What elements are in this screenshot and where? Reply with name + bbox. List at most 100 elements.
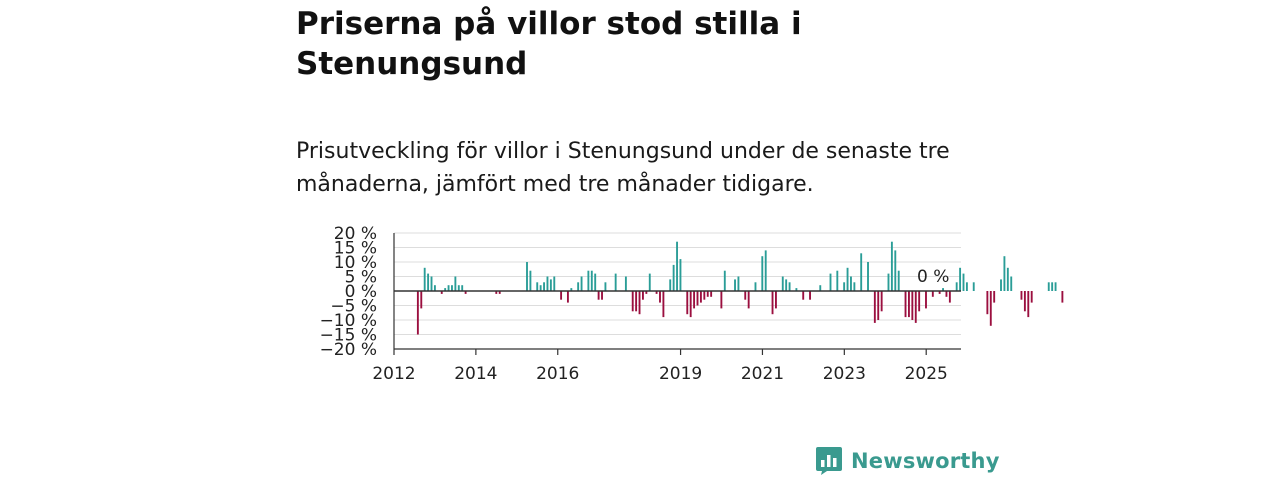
bar-positive: [959, 267, 962, 291]
bar-negative: [1027, 291, 1030, 318]
bar-positive: [444, 288, 447, 291]
bar-positive: [549, 279, 552, 291]
bar-positive: [454, 276, 457, 291]
bar-negative: [931, 291, 934, 297]
bar-negative: [918, 291, 921, 312]
bar-positive: [972, 282, 975, 291]
bar-positive: [427, 273, 430, 291]
bar-positive: [1054, 282, 1057, 291]
bar-positive: [754, 282, 757, 291]
bar-negative: [659, 291, 661, 303]
bar-positive: [546, 276, 549, 291]
bar-positive: [590, 270, 593, 291]
bar-positive: [781, 276, 784, 291]
bar-positive: [737, 276, 740, 291]
bar-positive: [955, 282, 958, 291]
bar-negative: [877, 291, 880, 320]
newsworthy-brand[interactable]: Newsworthy: [815, 445, 1000, 477]
bar-positive: [843, 282, 846, 291]
bar-negative: [689, 291, 692, 318]
bar-negative: [706, 291, 709, 297]
bar-positive: [526, 262, 528, 291]
y-tick-label: 20 %: [334, 224, 377, 244]
bar-negative: [904, 291, 907, 318]
bar-positive: [1047, 282, 1050, 291]
bar-negative: [693, 291, 696, 309]
bars: [416, 241, 1064, 335]
bar-positive: [676, 241, 678, 291]
bar-positive: [461, 285, 464, 291]
bar-positive: [894, 250, 897, 291]
bar-negative: [1030, 291, 1033, 303]
bar-positive: [539, 285, 542, 291]
bar-negative: [601, 291, 603, 300]
bar-positive: [785, 279, 788, 291]
bar-negative: [1023, 291, 1026, 312]
bar-positive: [829, 273, 832, 291]
bar-negative: [1020, 291, 1023, 300]
bar-positive: [860, 253, 863, 291]
bar-negative: [597, 291, 600, 300]
x-tick-label: 2025: [905, 364, 948, 384]
bar-positive: [553, 276, 556, 291]
bar-positive: [761, 256, 764, 291]
y-tick-label: −15 %: [320, 326, 377, 346]
bar-negative: [498, 291, 501, 294]
bar-negative: [560, 291, 563, 300]
bar-negative: [566, 291, 569, 303]
bar-negative: [645, 291, 648, 294]
bar-positive: [594, 273, 597, 291]
y-tick-label: 0 %: [345, 282, 377, 302]
axes: [393, 233, 961, 355]
bar-negative: [993, 291, 996, 303]
bar-negative: [720, 291, 723, 309]
bar-positive: [887, 273, 890, 291]
y-tick-label: 5 %: [345, 268, 377, 288]
bar-positive: [529, 270, 532, 291]
bar-positive: [1006, 267, 1009, 291]
bar-negative: [1061, 291, 1064, 303]
x-tick-label: 2012: [372, 364, 415, 384]
bar-negative: [914, 291, 917, 323]
price-change-bar-chart: 20 %15 %10 %5 %0 %−5 %−10 %−15 %−20 %201…: [320, 224, 1064, 384]
bar-positive: [1051, 282, 1054, 291]
bar-positive: [430, 276, 433, 291]
bar-negative: [771, 291, 774, 315]
bar-positive: [850, 276, 852, 291]
y-tick-label: 15 %: [334, 239, 377, 259]
bar-positive: [669, 279, 672, 291]
bar-positive: [723, 270, 726, 291]
bar-negative: [696, 291, 699, 306]
bar-negative: [699, 291, 702, 303]
bar-negative: [642, 291, 644, 300]
bar-positive: [423, 267, 426, 291]
bar-negative: [655, 291, 658, 294]
bar-negative: [686, 291, 689, 315]
bar-positive: [846, 267, 849, 291]
brand-name: Newsworthy: [851, 449, 1000, 473]
bar-negative: [873, 291, 876, 323]
latest-value-label: 0 %: [917, 267, 949, 287]
y-tick-label: 10 %: [334, 253, 377, 273]
bar-positive: [734, 279, 736, 291]
bar-negative: [948, 291, 951, 303]
x-tick-label: 2021: [741, 364, 784, 384]
bar-positive: [679, 259, 682, 291]
bar-positive: [672, 264, 675, 291]
bar-negative: [986, 291, 989, 315]
bar-negative: [416, 291, 419, 335]
bar-negative: [662, 291, 665, 318]
chart-subtitle: Prisutveckling för villor i Stenungsund …: [296, 139, 950, 197]
chart-title: Priserna på villor stod stilla i Stenung…: [296, 6, 802, 82]
bar-negative: [703, 291, 706, 300]
bar-positive: [897, 270, 900, 291]
bar-negative: [989, 291, 992, 326]
bar-negative: [495, 291, 498, 294]
tick-labels: 20 %15 %10 %5 %0 %−5 %−10 %−15 %−20 %201…: [320, 224, 948, 384]
bar-negative: [744, 291, 747, 300]
bar-positive: [795, 288, 798, 291]
bar-negative: [911, 291, 914, 320]
bar-negative: [710, 291, 713, 297]
bar-positive: [577, 282, 580, 291]
bar-negative: [880, 291, 883, 312]
